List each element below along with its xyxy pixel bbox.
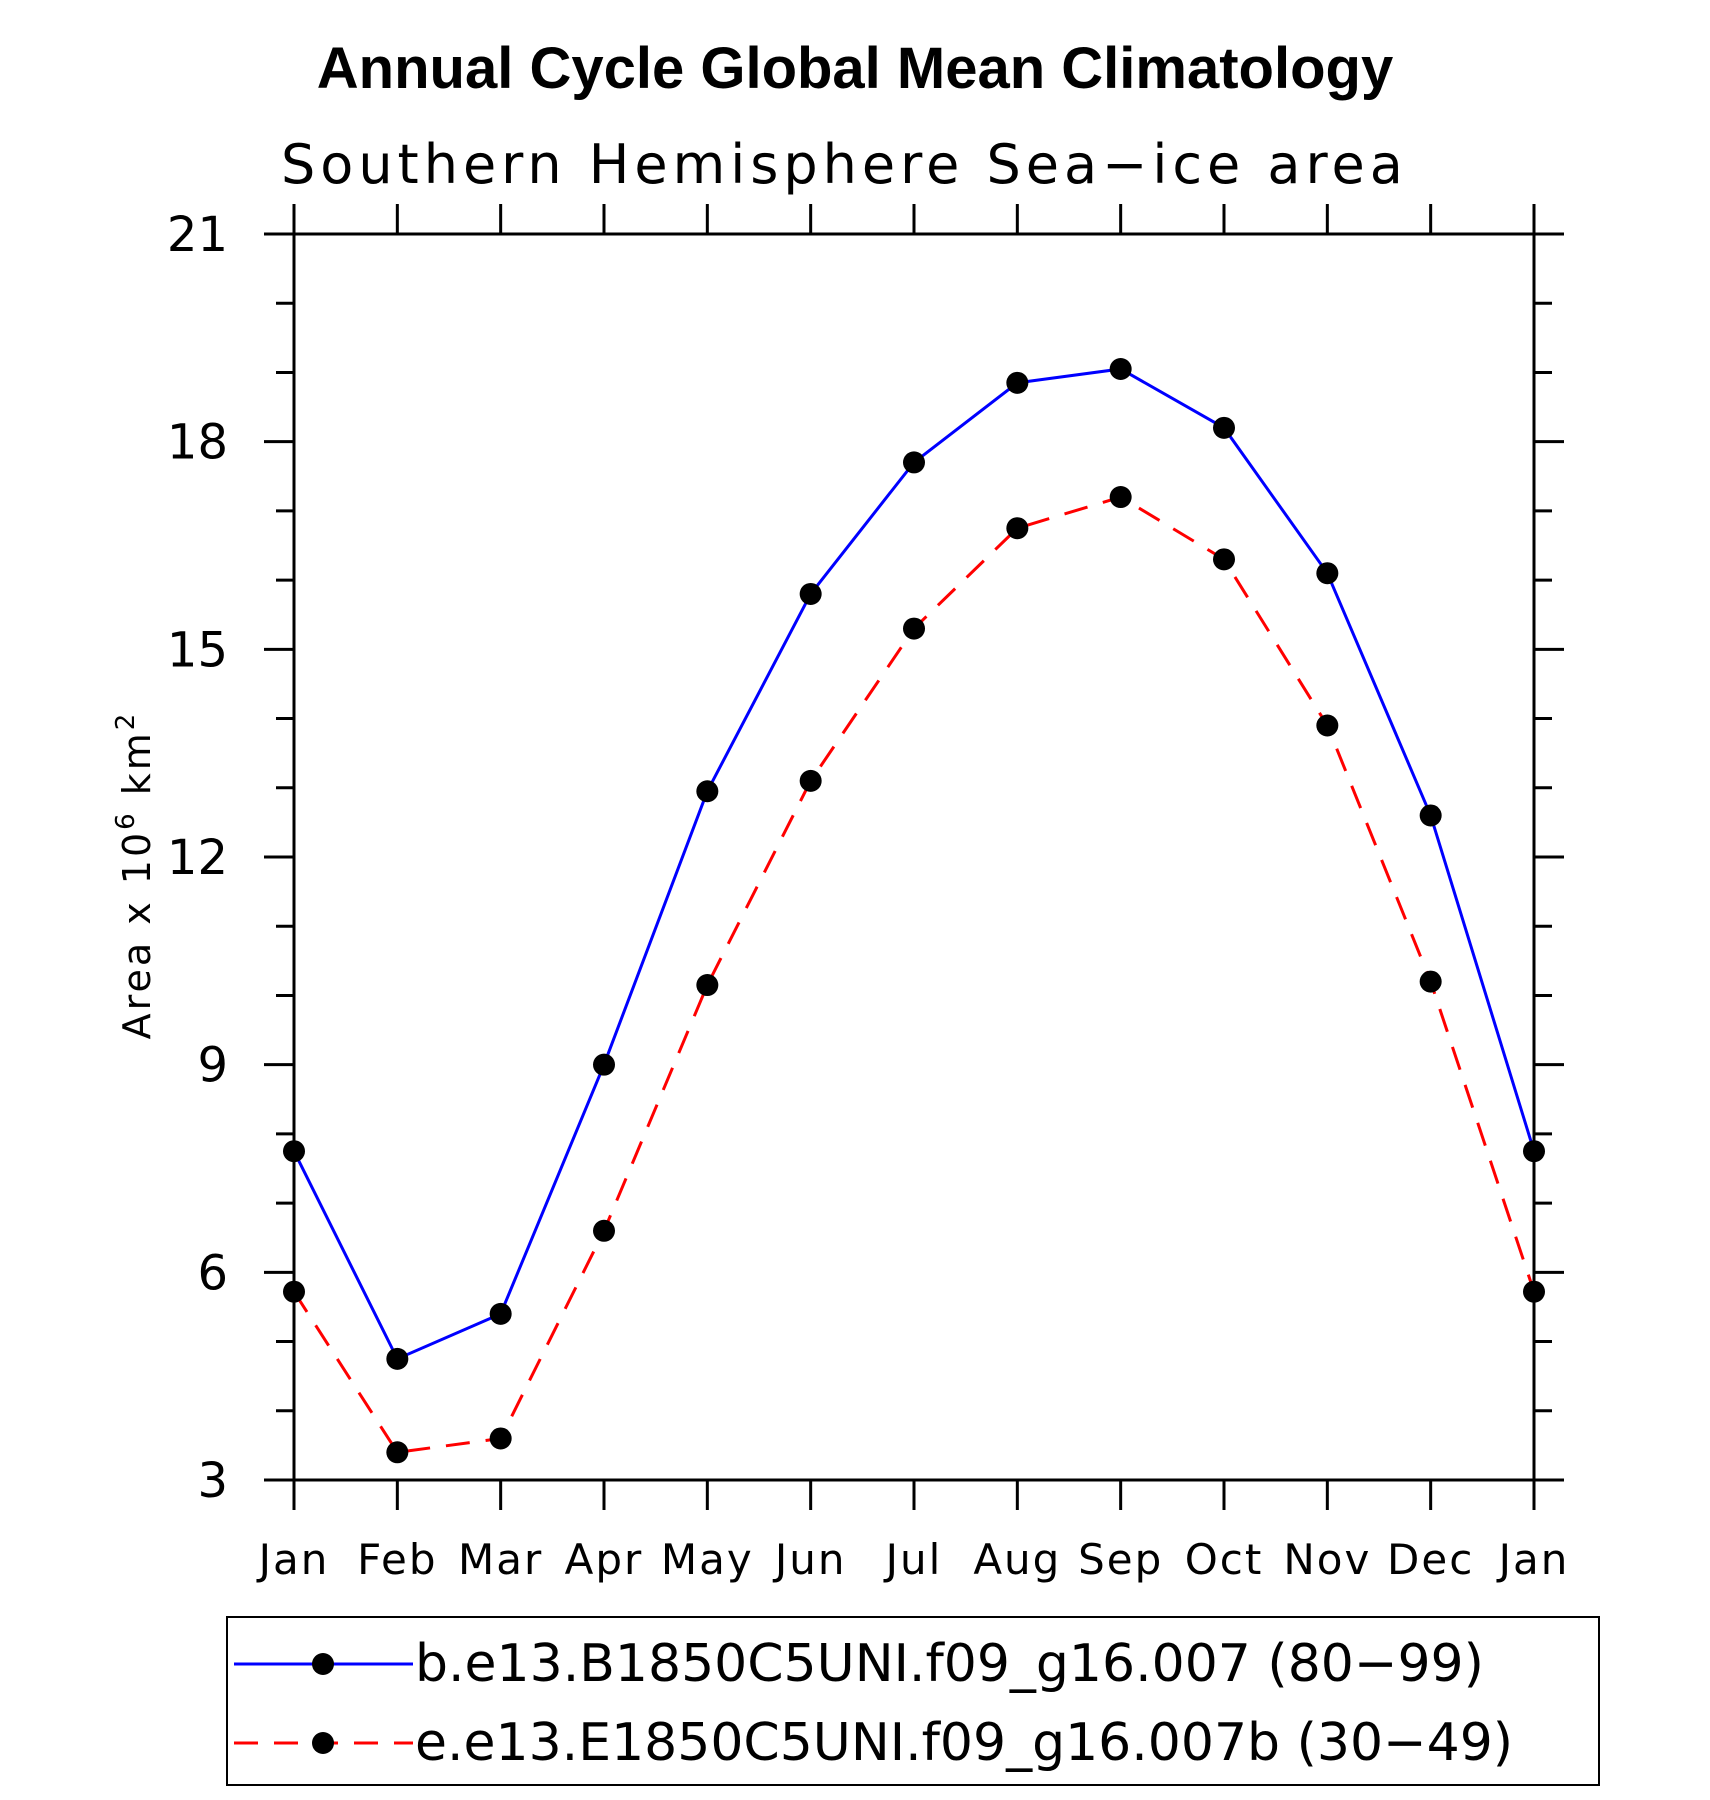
y-axis-label-unit: km	[115, 730, 159, 795]
series-0-point-7	[1006, 371, 1029, 394]
svg-text:Area x 106 km2: Area x 106 km2	[111, 711, 159, 1040]
x-tick-labels: Jan Feb Mar Apr May Jun Jul Aug Sep Oct Nov Dec Jan	[256, 1535, 1570, 1584]
y-tick-label-6: 21	[167, 207, 228, 263]
y-axis-label: Area x 106 km2	[111, 711, 159, 1040]
series-0-point-2	[489, 1302, 512, 1325]
y-tick-label-1: 6	[197, 1245, 228, 1301]
series-1-point-8	[1109, 486, 1132, 509]
series-1-point-1	[386, 1441, 409, 1464]
series-1-point-4	[696, 974, 719, 997]
legend-marker-1	[312, 1732, 334, 1754]
series-1-point-9	[1213, 548, 1235, 571]
series-0-point-10	[1316, 562, 1339, 585]
x-tick-label-2: Mar	[458, 1535, 543, 1584]
y-tick-label-2: 9	[197, 1038, 228, 1094]
x-tick-label-9: Oct	[1185, 1535, 1264, 1584]
x-tick-label-12: Jan	[1496, 1535, 1570, 1584]
series-0-point-1	[386, 1347, 409, 1370]
y-tick-labels: 3 6 9 12 15 18 21	[167, 207, 228, 1509]
x-tick-label-5: Jun	[772, 1535, 847, 1584]
y-tick-label-5: 18	[167, 415, 228, 471]
series-1-point-6	[903, 617, 925, 640]
series-0-point-5	[799, 582, 822, 605]
series-0-point-6	[903, 451, 925, 474]
y-axis-label-exp: 6	[111, 810, 141, 830]
legend-box	[226, 1616, 1600, 1786]
legend-label-0: b.e13.B1850C5UNI.f09_g16.007 (80−99)	[415, 1634, 1484, 1694]
x-tick-label-6: Jul	[883, 1535, 943, 1584]
x-tick-label-0: Jan	[256, 1535, 330, 1584]
series-0-point-8	[1109, 357, 1132, 380]
series-layer	[283, 357, 1545, 1464]
axis-ticks	[264, 204, 1564, 1510]
series-0-point-0	[283, 1140, 305, 1163]
series-1-point-10	[1316, 714, 1339, 737]
legend-label-1: e.e13.E1850C5UNI.f09_g16.007b (30−49)	[415, 1713, 1513, 1773]
x-tick-label-7: Aug	[973, 1535, 1061, 1584]
series-1-point-12	[1523, 1280, 1545, 1303]
series-0-point-11	[1419, 804, 1442, 827]
x-tick-label-10: Nov	[1283, 1535, 1371, 1584]
legend: b.e13.B1850C5UNI.f09_g16.007 (80−99) e.e…	[226, 1616, 1600, 1786]
series-1-point-0	[283, 1280, 305, 1303]
series-0-point-4	[696, 780, 719, 803]
y-axis-label-unit-exp: 2	[111, 711, 141, 731]
x-tick-label-3: Apr	[565, 1535, 644, 1584]
series-1-point-7	[1006, 517, 1029, 540]
chart-title: Annual Cycle Global Mean Climatology	[317, 36, 1393, 101]
series-1-point-11	[1419, 970, 1442, 993]
series-1-point-5	[799, 769, 822, 792]
x-tick-label-11: Dec	[1387, 1535, 1474, 1584]
series-0-point-12	[1523, 1140, 1545, 1163]
series-1-point-3	[593, 1219, 615, 1242]
x-tick-label-4: May	[661, 1535, 754, 1584]
series-0-point-3	[593, 1053, 615, 1076]
series-1-point-2	[489, 1427, 512, 1450]
legend-marker-0	[312, 1653, 334, 1675]
y-tick-label-0: 3	[197, 1453, 228, 1509]
plot-frame	[292, 232, 1536, 1482]
chart-subtitle: Southern Hemisphere Sea−ice area	[281, 133, 1408, 196]
series-line-1	[292, 495, 1536, 1454]
x-tick-label-1: Feb	[357, 1535, 437, 1584]
y-tick-label-4: 15	[167, 622, 228, 678]
x-tick-label-8: Sep	[1078, 1535, 1163, 1584]
y-axis-label-text: Area x 10	[115, 830, 159, 1039]
series-0-point-9	[1213, 416, 1235, 439]
y-tick-label-3: 12	[167, 830, 228, 886]
series-line-0	[292, 367, 1536, 1361]
y-axis-label-space	[115, 795, 159, 810]
